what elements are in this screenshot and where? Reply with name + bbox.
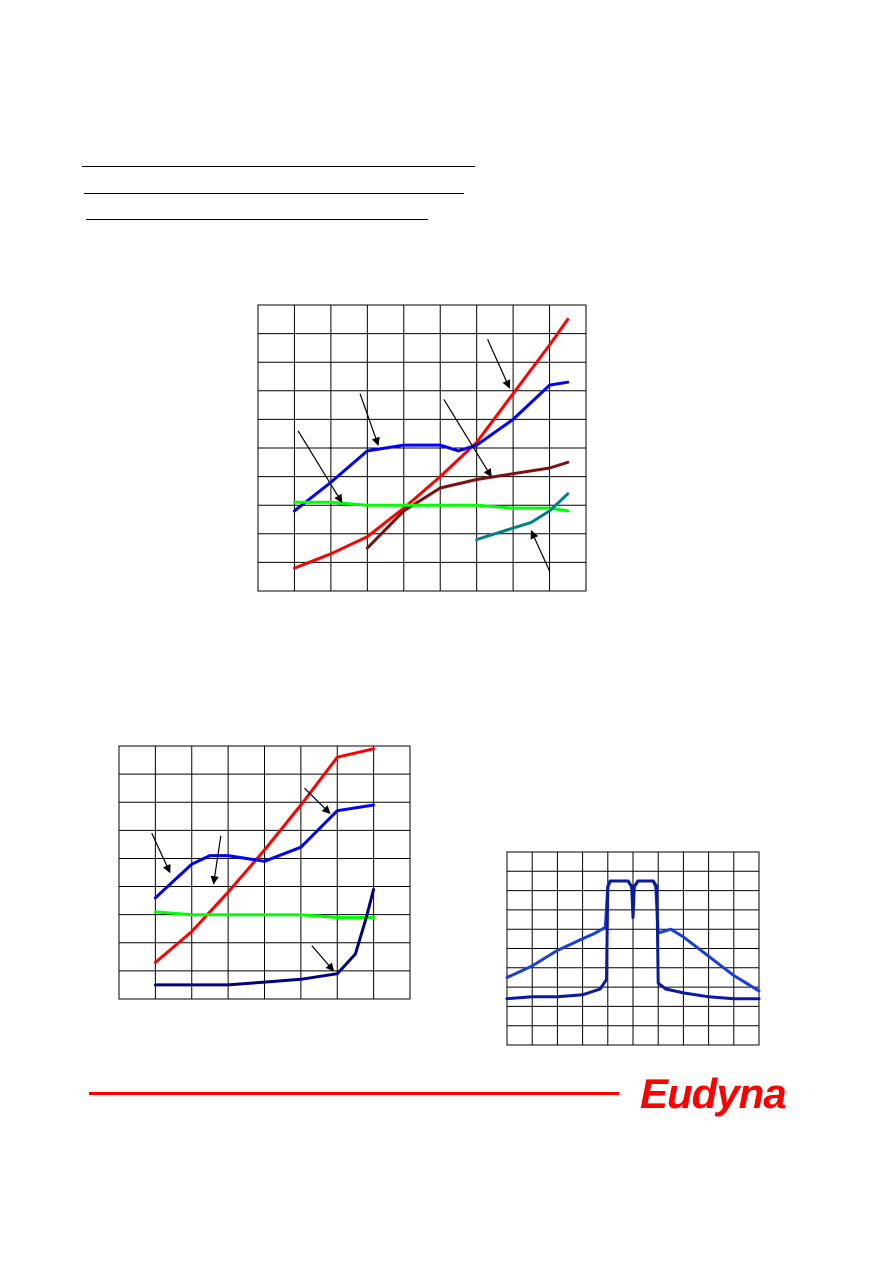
annotation-arrow (210, 835, 222, 885)
annotation-arrow (151, 832, 171, 874)
annotation-arrow (311, 945, 335, 972)
series-line-blue (153, 803, 376, 900)
series-line-red (153, 747, 376, 964)
annotation-arrow (297, 430, 343, 504)
series-line-green (153, 910, 376, 919)
brand-logo: Eudyna (640, 1068, 787, 1120)
series-line-red (292, 317, 570, 570)
series-line-maroon (365, 460, 570, 550)
series-line-teal (475, 492, 570, 541)
plot-grid (118, 745, 411, 1000)
series-line-blue (292, 380, 570, 513)
series-line-spectrum_navy (505, 879, 761, 1001)
annotation-arrow (304, 787, 331, 815)
plot-grid (506, 851, 760, 1046)
header-rule-1 (82, 166, 475, 167)
chart-characteristics-bottom-left (118, 745, 411, 1000)
annotation-arrow (359, 393, 380, 446)
header-rule-3 (86, 219, 428, 220)
chart-spectrum (505, 851, 761, 1046)
series-line-navy (153, 887, 376, 987)
header-rule-2 (84, 193, 464, 194)
series-line-green (292, 500, 570, 513)
footer-rule (89, 1092, 619, 1095)
logo-text: Eudyna (640, 1070, 787, 1117)
plot-grid (257, 304, 587, 592)
chart-characteristics-top (257, 304, 587, 592)
annotation-arrow (443, 399, 492, 478)
annotation-arrow (530, 530, 551, 572)
annotation-arrow (487, 339, 511, 389)
